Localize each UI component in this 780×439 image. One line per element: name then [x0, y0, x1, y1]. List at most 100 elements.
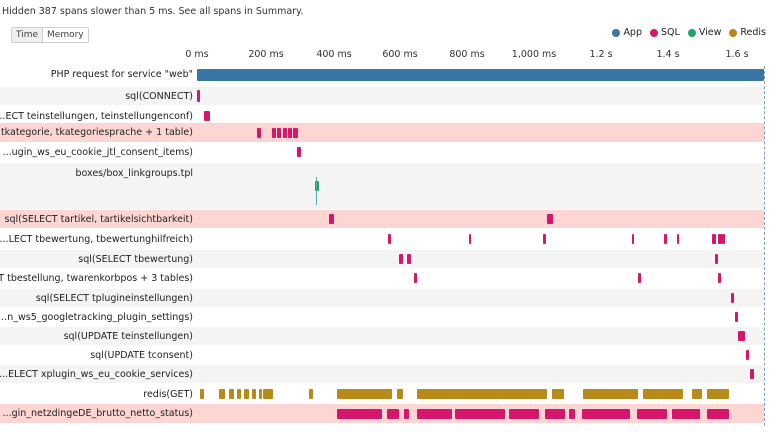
span-row[interactable]: ...n_ws5_googletracking_plugin_settings): [0, 308, 764, 326]
span-bar[interactable]: [455, 408, 505, 419]
span-track: [197, 163, 764, 209]
span-bar[interactable]: [197, 69, 764, 81]
legend-app[interactable]: App: [612, 27, 642, 38]
span-bar[interactable]: [399, 254, 403, 264]
span-bar[interactable]: [244, 389, 249, 399]
span-row[interactable]: sql(UPDATE tconsent): [0, 346, 764, 364]
span-bar[interactable]: [707, 408, 729, 419]
span-bar[interactable]: [677, 234, 679, 244]
span-bar[interactable]: [632, 234, 634, 244]
view-span-connector: [316, 177, 317, 205]
span-bar[interactable]: [417, 408, 452, 419]
span-bar[interactable]: [718, 234, 722, 244]
span-label: sql(SELECT tplugineinstellungen): [35, 293, 193, 304]
toggle-time[interactable]: Time: [12, 28, 43, 42]
span-bar[interactable]: [715, 254, 718, 264]
span-row[interactable]: ...T tbestellung, twarenkorbpos + 3 tabl…: [0, 269, 764, 287]
span-bar[interactable]: [229, 389, 234, 399]
span-bar[interactable]: [637, 408, 667, 419]
span-bar[interactable]: [387, 408, 399, 419]
span-row[interactable]: sql(CONNECT): [0, 87, 764, 105]
span-track: [197, 107, 764, 125]
span-bar[interactable]: [337, 389, 392, 399]
span-bar[interactable]: [297, 147, 301, 157]
span-bar[interactable]: [583, 389, 638, 399]
span-bar[interactable]: [718, 273, 721, 283]
span-row[interactable]: ...ugin_ws_eu_cookie_jtl_consent_items): [0, 143, 764, 161]
toggle-memory[interactable]: Memory: [42, 28, 88, 42]
span-row[interactable]: boxes/box_linkgroups.tpl: [0, 163, 764, 209]
span-bar[interactable]: [283, 127, 287, 138]
span-bar[interactable]: [738, 331, 745, 341]
span-bar[interactable]: [750, 369, 754, 379]
span-bar[interactable]: [547, 214, 553, 224]
span-bar[interactable]: [315, 181, 319, 191]
span-bar[interactable]: [272, 127, 276, 138]
time-axis: 0 ms 200 ms 400 ms 600 ms 800 ms 1,000 ms 1.2 …: [0, 49, 780, 63]
span-bar[interactable]: [404, 408, 409, 419]
span-bar[interactable]: [552, 389, 564, 399]
span-row[interactable]: ...ELECT xplugin_ws_eu_cookie_services): [0, 365, 764, 383]
span-bar[interactable]: [337, 408, 382, 419]
span-bar[interactable]: [735, 312, 738, 322]
span-bar[interactable]: [543, 234, 546, 244]
span-bar[interactable]: [309, 389, 313, 399]
legend-redis[interactable]: Redis: [729, 27, 766, 38]
span-bar[interactable]: [731, 293, 734, 303]
span-track: [197, 230, 764, 248]
span-bar[interactable]: [329, 214, 334, 224]
span-label: PHP request for service "web": [50, 69, 193, 80]
legend-view-dot: [687, 28, 696, 37]
span-bar[interactable]: [237, 389, 241, 399]
span-bar[interactable]: [257, 127, 261, 138]
span-bar[interactable]: [707, 389, 729, 399]
span-bar[interactable]: [288, 127, 292, 138]
axis-tick: 800 ms: [449, 49, 485, 60]
span-row[interactable]: ... tkategorie, tkategoriesprache + 1 ta…: [0, 123, 764, 142]
span-track: [197, 346, 764, 364]
span-bar[interactable]: [407, 254, 411, 264]
span-bar[interactable]: [263, 389, 273, 399]
legend-sql[interactable]: SQL: [650, 27, 680, 38]
span-bar[interactable]: [417, 389, 547, 399]
span-bar[interactable]: [293, 127, 298, 138]
span-row[interactable]: sql(SELECT tartikel, tartikelsichtbarkei…: [0, 210, 764, 228]
span-bar[interactable]: [672, 408, 700, 419]
span-bar[interactable]: [692, 389, 702, 399]
span-bar[interactable]: [397, 389, 403, 399]
span-bar[interactable]: [204, 111, 210, 121]
span-bar[interactable]: [569, 408, 575, 419]
span-bar[interactable]: [545, 408, 565, 419]
span-row[interactable]: ...ECT teinstellungen, teinstellungencon…: [0, 107, 764, 125]
span-row[interactable]: PHP request for service "web": [0, 66, 764, 84]
span-bar[interactable]: [638, 273, 641, 283]
span-row[interactable]: ...LECT tbewertung, tbewertunghilfreich): [0, 230, 764, 248]
legend-view[interactable]: View: [687, 27, 721, 38]
span-bar[interactable]: [219, 389, 225, 399]
span-row[interactable]: sql(UPDATE teinstellungen): [0, 327, 764, 345]
span-label: ...ELECT xplugin_ws_eu_cookie_services): [0, 369, 193, 380]
span-bar[interactable]: [712, 234, 716, 244]
span-row[interactable]: sql(SELECT tplugineinstellungen): [0, 289, 764, 307]
span-bar[interactable]: [722, 234, 725, 244]
legend-redis-dot: [729, 28, 738, 37]
span-bar[interactable]: [509, 408, 539, 419]
span-bar[interactable]: [388, 234, 391, 244]
span-bar[interactable]: [277, 127, 281, 138]
span-label: sql(SELECT tartikel, tartikelsichtbarkei…: [4, 214, 193, 225]
span-bar[interactable]: [469, 234, 471, 244]
span-bar[interactable]: [643, 389, 683, 399]
span-bar[interactable]: [252, 389, 256, 399]
span-bar[interactable]: [582, 408, 630, 419]
span-bar[interactable]: [259, 389, 262, 399]
span-bar[interactable]: [414, 273, 417, 283]
span-row[interactable]: redis(GET): [0, 385, 764, 403]
span-bar[interactable]: [200, 389, 204, 399]
span-bar[interactable]: [664, 234, 667, 244]
span-bar[interactable]: [746, 350, 749, 360]
span-row[interactable]: sql(SELECT tbewertung): [0, 250, 764, 268]
span-bar[interactable]: [197, 90, 200, 102]
span-label: sql(UPDATE teinstellungen): [63, 331, 193, 342]
span-row[interactable]: ...gin_netzdingeDE_brutto_netto_status): [0, 404, 764, 423]
span-label: ... tkategorie, tkategoriesprache + 1 ta…: [0, 127, 193, 138]
